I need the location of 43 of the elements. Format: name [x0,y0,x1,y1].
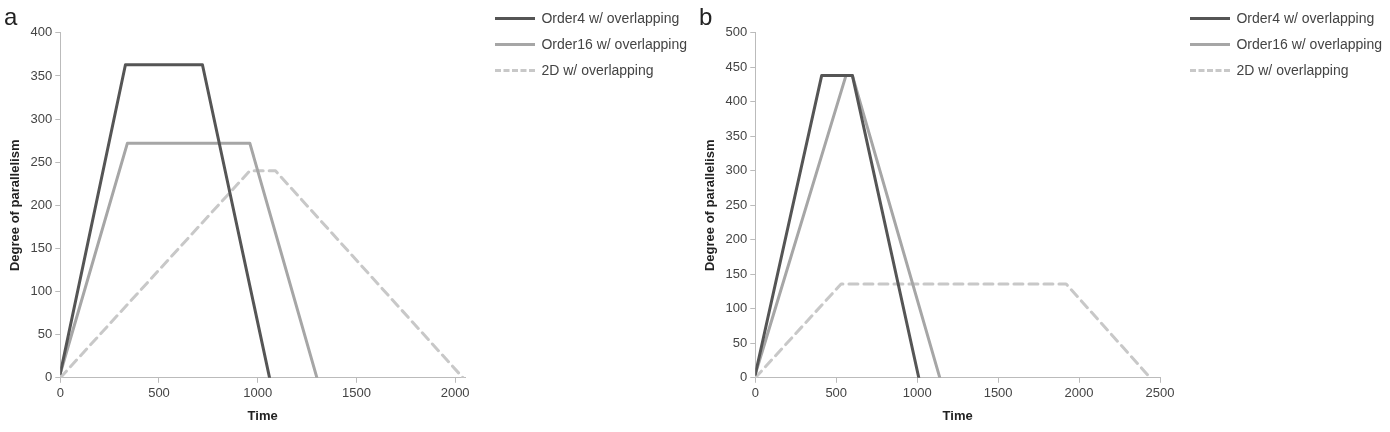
y-tick-label: 250 [725,196,748,212]
x-tick-label: 0 [751,385,759,401]
y-tick-label: 50 [37,326,53,342]
legend-label: 2D w/ overlapping [1236,62,1349,78]
x-tick-label: 1000 [902,385,932,401]
y-tick-label: 200 [30,196,53,212]
y-tick-label: 50 [732,334,748,350]
legend-label: Order16 w/ overlapping [541,36,687,52]
y-tick-label: 200 [725,231,748,247]
y-tick-label: 250 [30,153,53,169]
x-tick-label: 0 [56,385,64,401]
legend-label: Order4 w/ overlapping [1236,10,1375,26]
y-tick-label: 300 [725,162,748,178]
legend-label: Order4 w/ overlapping [541,10,680,26]
y-tick-label: 450 [725,58,748,74]
y-axis-title: Degree of parallelism [702,139,718,272]
y-tick-label: 150 [725,265,748,281]
x-axis-title: Time [942,407,973,423]
y-tick-label: 350 [30,67,53,83]
y-tick-label: 300 [30,110,53,126]
x-axis-title: Time [247,407,278,423]
legend-label: 2D w/ overlapping [541,62,654,78]
y-tick-label: 0 [740,369,748,385]
y-tick-label: 500 [725,24,748,40]
chart-title: b [699,3,713,31]
y-tick-label: 350 [725,127,748,143]
y-tick-label: 100 [725,300,748,316]
x-tick-label: 1000 [243,385,273,401]
y-tick-label: 0 [45,369,53,385]
x-tick-label: 1500 [341,385,371,401]
x-tick-label: 500 [148,385,170,401]
y-tick-label: 400 [30,24,53,40]
x-tick-label: 2500 [1145,385,1175,401]
legend-label: Order16 w/ overlapping [1236,36,1382,52]
y-tick-label: 400 [725,93,748,109]
x-tick-label: 2000 [1064,385,1094,401]
x-tick-label: 2000 [440,385,470,401]
x-tick-label: 1500 [983,385,1013,401]
chart-title: a [4,3,18,31]
y-axis-title: Degree of parallelism [7,139,23,272]
y-tick-label: 100 [30,283,53,299]
y-tick-label: 150 [30,240,53,255]
x-tick-label: 500 [825,385,848,401]
